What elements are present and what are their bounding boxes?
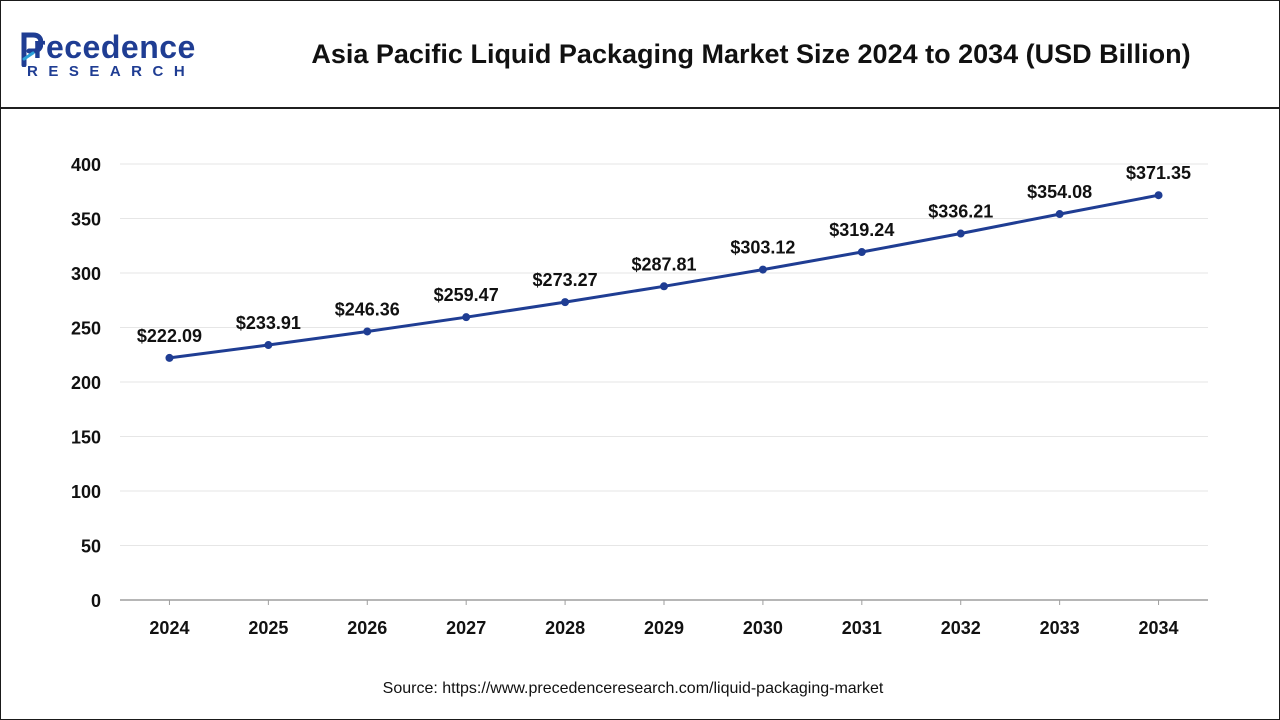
data-label: $259.47 xyxy=(434,285,499,305)
data-point xyxy=(1154,191,1163,200)
data-label: $287.81 xyxy=(631,254,696,274)
x-tick-label: 2026 xyxy=(347,618,387,638)
data-label: $303.12 xyxy=(730,238,795,258)
series-line xyxy=(169,193,1159,360)
header: recedence RESEARCH Asia Pacific Liquid P… xyxy=(1,1,1279,109)
y-tick-label: 0 xyxy=(91,591,101,611)
data-label: $336.21 xyxy=(928,202,993,222)
data-point xyxy=(1055,210,1064,219)
x-tick-label: 2028 xyxy=(545,618,585,638)
x-tick-label: 2032 xyxy=(941,618,981,638)
series-line-layer xyxy=(169,193,1159,360)
data-label: $354.08 xyxy=(1027,182,1092,202)
y-tick-label: 50 xyxy=(81,537,101,557)
data-labels: $222.09 $233.91 $246.36 $259.47 $273.27 $287.… xyxy=(137,163,1191,346)
data-point xyxy=(561,298,570,307)
data-label: $273.27 xyxy=(533,270,598,290)
line-chart: 0 50 100 150 200 250 300 350 400 2024 2025 2026 2027… xyxy=(71,155,1208,638)
x-tick-label: 2034 xyxy=(1139,618,1179,638)
data-points xyxy=(165,191,1163,362)
data-point xyxy=(956,229,965,238)
data-label: $222.09 xyxy=(137,326,202,346)
x-tick-label: 2024 xyxy=(149,618,189,638)
data-point xyxy=(660,282,668,291)
precedence-research-logo: recedence RESEARCH xyxy=(21,29,221,85)
y-tick-label: 100 xyxy=(71,482,101,502)
logo-p-icon xyxy=(21,32,43,67)
x-tick-label: 2031 xyxy=(842,618,882,638)
y-tick-label: 350 xyxy=(71,210,101,230)
data-point xyxy=(363,327,372,336)
y-tick-label: 150 xyxy=(71,428,101,448)
data-label: $319.24 xyxy=(829,220,894,240)
source-note: Source: https://www.precedenceresearch.c… xyxy=(382,680,884,697)
data-point xyxy=(165,353,174,362)
data-label: $233.91 xyxy=(236,313,301,333)
logo-wordmark: recedence xyxy=(33,29,196,65)
data-label: $371.35 xyxy=(1126,163,1191,183)
y-tick-label: 250 xyxy=(71,319,101,339)
data-point xyxy=(758,265,767,274)
axes: 0 50 100 150 200 250 300 350 400 2024 2025 2026 2027… xyxy=(71,155,1208,638)
x-tick-label: 2030 xyxy=(743,618,783,638)
logo-subtitle: RESEARCH xyxy=(27,63,196,80)
x-tick-label: 2025 xyxy=(248,618,288,638)
x-tick-label: 2027 xyxy=(446,618,486,638)
data-point xyxy=(857,248,866,257)
gridlines xyxy=(120,163,1208,546)
y-tick-label: 200 xyxy=(71,373,101,393)
data-point xyxy=(264,341,273,350)
data-label: $246.36 xyxy=(335,299,400,319)
page-title: Asia Pacific Liquid Packaging Market Siz… xyxy=(311,39,1191,69)
y-tick-label: 400 xyxy=(71,155,101,175)
x-tick-label: 2033 xyxy=(1040,618,1080,638)
data-point xyxy=(462,313,471,322)
x-tick-label: 2029 xyxy=(644,618,684,638)
y-tick-label: 300 xyxy=(71,264,101,284)
